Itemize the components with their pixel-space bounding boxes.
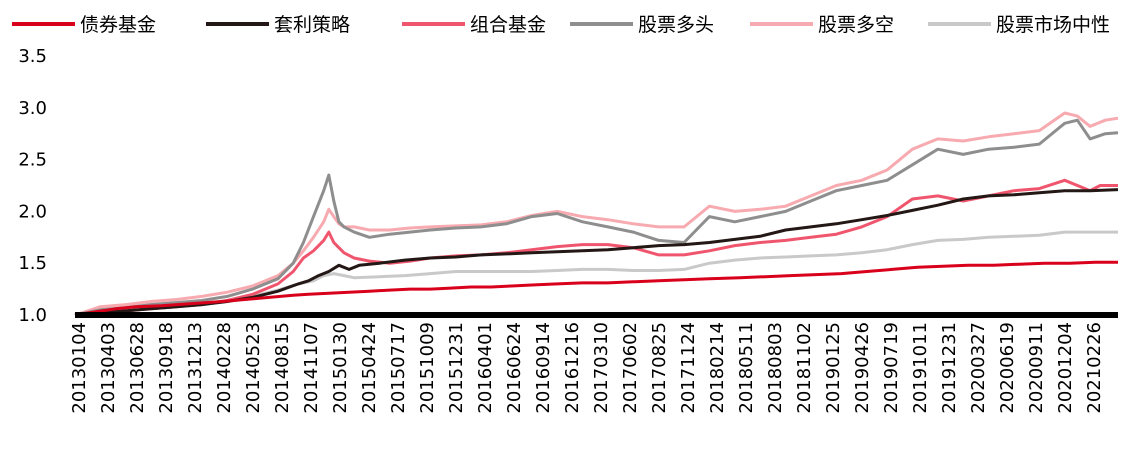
x-tick-label: 20131213 bbox=[185, 322, 206, 414]
y-tick-label: 1.0 bbox=[18, 305, 47, 326]
series-line bbox=[74, 118, 1119, 317]
x-tick-label: 20171124 bbox=[678, 322, 699, 414]
x-tick-label: 20160914 bbox=[533, 322, 554, 414]
x-tick-label: 20170825 bbox=[649, 322, 670, 414]
x-tick-label: 20140228 bbox=[214, 322, 235, 414]
x-tick-label: 20170602 bbox=[620, 322, 641, 414]
x-tick-label: 20160401 bbox=[475, 322, 496, 414]
x-tick-label: 20170310 bbox=[591, 322, 612, 414]
x-tick-label: 20150424 bbox=[359, 322, 380, 414]
y-axis: 1.0 1.5 2.0 2.5 3.0 3.5 bbox=[18, 46, 47, 326]
x-tick-label: 20201204 bbox=[1055, 322, 1076, 414]
x-tick-label: 20200911 bbox=[1026, 322, 1047, 414]
legend-label: 股票市场中性 bbox=[996, 14, 1110, 36]
x-tick-label: 20150130 bbox=[330, 322, 351, 414]
y-tick-label: 3.5 bbox=[18, 46, 47, 67]
x-tick-label: 20181102 bbox=[794, 322, 815, 414]
x-tick-label: 20130628 bbox=[127, 322, 148, 414]
y-tick-label: 1.5 bbox=[18, 253, 47, 274]
series-line bbox=[74, 188, 1119, 317]
x-tick-label: 20200619 bbox=[997, 322, 1018, 414]
series-line bbox=[74, 260, 1118, 317]
x-tick-label: 20140523 bbox=[243, 322, 264, 414]
x-tick-label: 20130403 bbox=[98, 322, 119, 414]
x-tick-label: 20160624 bbox=[504, 322, 525, 414]
x-tick-label: 20191231 bbox=[939, 322, 960, 414]
x-tick-label: 20180214 bbox=[707, 322, 728, 414]
legend-label: 债券基金 bbox=[80, 14, 156, 36]
x-tick-label: 20191011 bbox=[910, 322, 931, 414]
chart-legend: 债券基金 套利策略 组合基金 股票多头 股票多空 股票市场中性 bbox=[12, 14, 1110, 36]
legend-label: 组合基金 bbox=[470, 14, 546, 36]
series-layer bbox=[74, 111, 1119, 317]
x-tick-label: 20141107 bbox=[301, 322, 322, 414]
x-tick-label: 20180803 bbox=[765, 322, 786, 414]
legend-label: 套利策略 bbox=[274, 14, 350, 36]
x-tick-label: 20151231 bbox=[446, 322, 467, 414]
x-tick-label: 20180511 bbox=[736, 322, 757, 414]
x-axis: 20130104 20130403 20130628 20130918 20131213… bbox=[69, 312, 1118, 414]
x-tick-label: 20161216 bbox=[562, 322, 583, 414]
x-tick-label: 20130104 bbox=[69, 322, 90, 414]
x-tick-label: 20200327 bbox=[968, 322, 989, 414]
x-tick-label: 20130918 bbox=[156, 322, 177, 414]
y-tick-label: 3.0 bbox=[18, 98, 47, 119]
y-tick-label: 2.5 bbox=[18, 150, 47, 171]
x-tick-label: 20190426 bbox=[852, 322, 873, 414]
x-tick-label: 20210226 bbox=[1084, 322, 1105, 414]
x-tick-label: 20151009 bbox=[417, 322, 438, 414]
x-tick-label: 20150717 bbox=[388, 322, 409, 414]
series-line bbox=[74, 178, 1118, 317]
x-tick-label: 20140815 bbox=[272, 322, 293, 414]
x-tick-label: 20190125 bbox=[823, 322, 844, 414]
legend-label: 股票多头 bbox=[638, 14, 714, 36]
x-tick-label: 20190719 bbox=[881, 322, 902, 414]
legend-label: 股票多空 bbox=[818, 14, 894, 36]
y-tick-label: 2.0 bbox=[18, 201, 47, 222]
series-line bbox=[74, 111, 1119, 317]
